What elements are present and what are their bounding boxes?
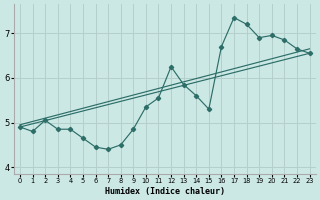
X-axis label: Humidex (Indice chaleur): Humidex (Indice chaleur) xyxy=(105,187,225,196)
